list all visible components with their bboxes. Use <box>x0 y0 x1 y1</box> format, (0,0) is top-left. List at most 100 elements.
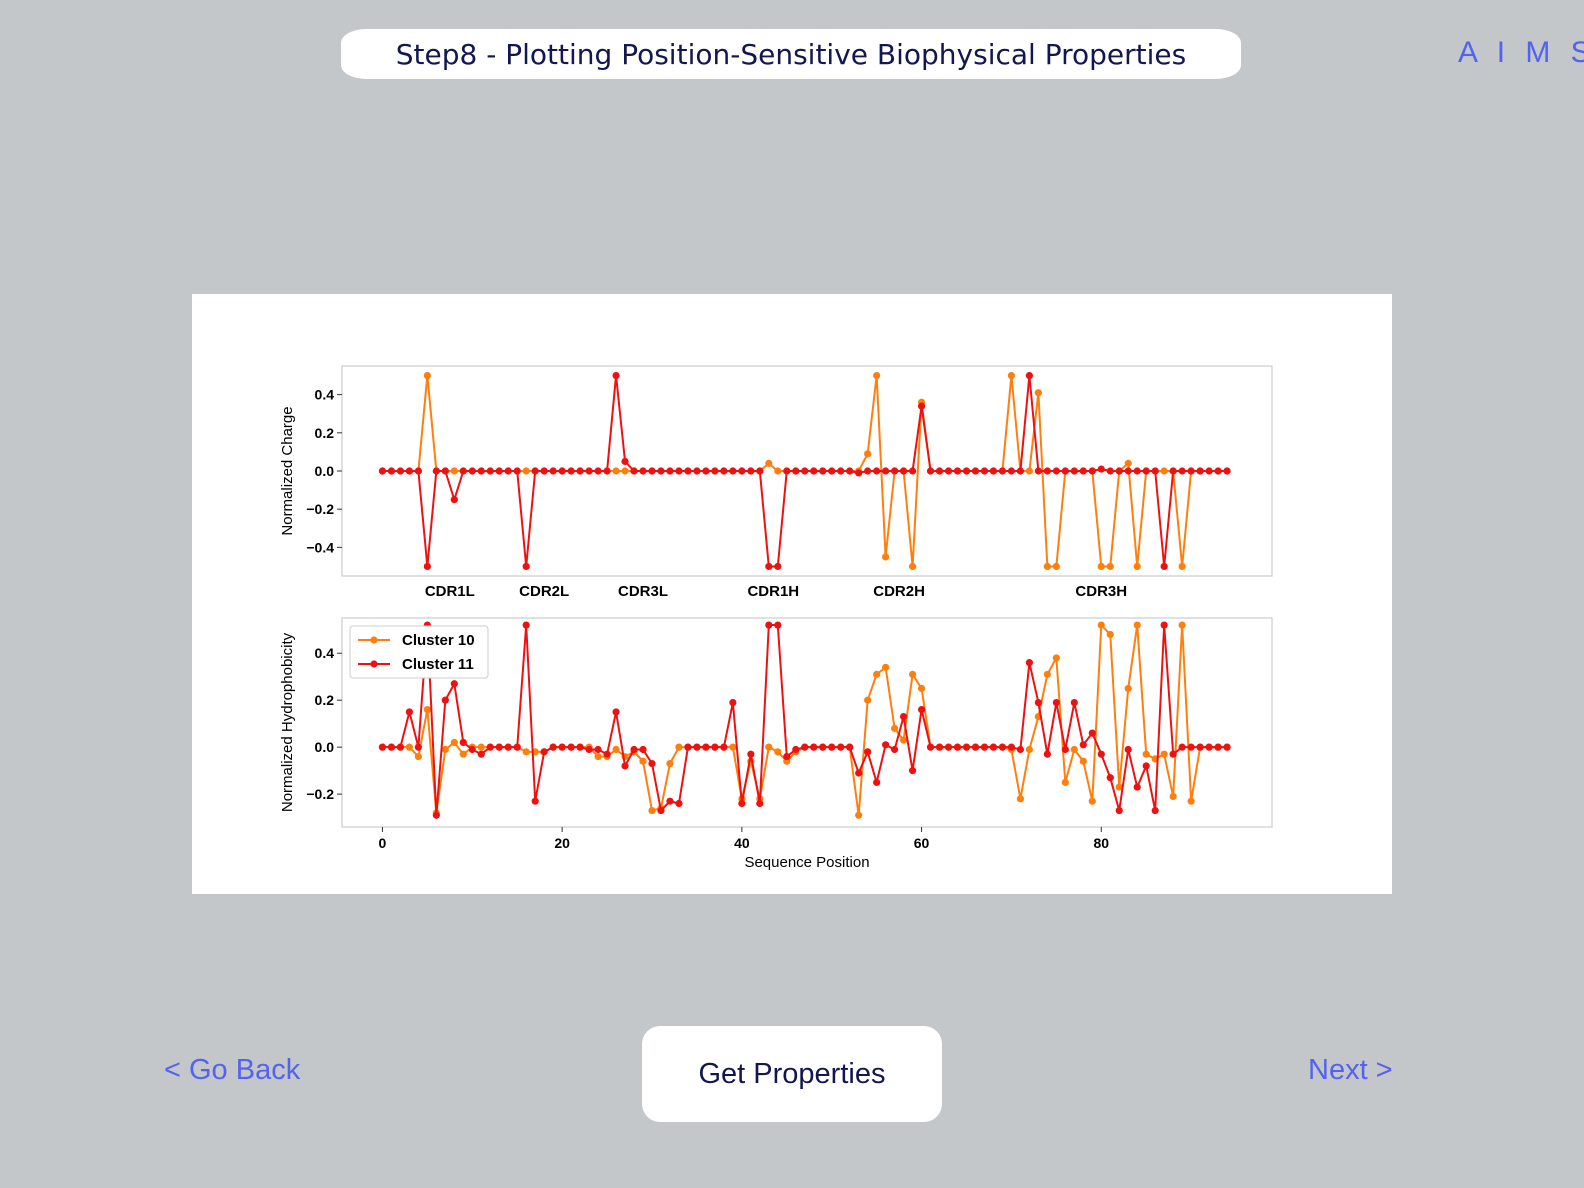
data-point <box>828 467 836 475</box>
data-point <box>953 743 962 751</box>
data-point <box>1097 465 1105 473</box>
data-point <box>1052 562 1060 571</box>
data-point <box>1178 467 1186 475</box>
plot-frame <box>341 617 1273 828</box>
x-tick-label: 40 <box>734 835 750 851</box>
series-cluster-10 <box>378 621 1231 819</box>
data-point <box>908 670 917 678</box>
data-point <box>953 467 962 475</box>
data-point <box>747 467 755 475</box>
data-point <box>989 743 998 751</box>
data-point <box>531 467 539 475</box>
data-point <box>1025 745 1033 754</box>
data-point <box>738 467 746 475</box>
data-point <box>864 450 872 458</box>
data-point <box>621 457 629 466</box>
data-point <box>1205 467 1213 475</box>
data-point <box>675 743 683 751</box>
data-point <box>855 469 863 477</box>
data-point <box>1025 467 1033 475</box>
data-point <box>630 467 638 475</box>
data-point <box>980 743 989 751</box>
data-point <box>657 806 665 815</box>
data-point <box>405 743 413 751</box>
data-point <box>1061 467 1069 475</box>
go-back-link[interactable]: < Go Back <box>164 1054 301 1086</box>
data-point <box>612 467 620 475</box>
data-point <box>1007 743 1016 751</box>
data-point <box>477 750 485 758</box>
data-point <box>612 708 620 716</box>
y-tick-label: 0.0 <box>315 463 335 479</box>
brand-logo[interactable]: A I M S <box>1458 36 1584 69</box>
data-point <box>522 467 530 475</box>
data-point <box>1106 630 1114 639</box>
legend-marker <box>370 660 378 668</box>
next-link[interactable]: Next > <box>1308 1054 1393 1086</box>
data-point <box>1043 750 1051 758</box>
data-point <box>783 752 791 761</box>
data-point <box>1088 797 1096 805</box>
data-point <box>1115 806 1123 815</box>
data-point <box>882 663 890 671</box>
data-point <box>801 467 809 475</box>
data-point <box>594 745 602 754</box>
data-point <box>1106 562 1114 571</box>
data-point <box>639 757 647 765</box>
series-cluster-11 <box>378 371 1231 571</box>
data-point <box>639 745 647 754</box>
data-point <box>864 467 872 475</box>
data-point <box>1124 467 1132 475</box>
data-point <box>935 467 944 475</box>
get-properties-button[interactable]: Get Properties <box>642 1026 942 1122</box>
data-point <box>522 748 530 756</box>
data-point <box>423 371 431 380</box>
data-point <box>549 467 557 475</box>
data-point <box>450 467 458 475</box>
y-tick-label: 0.4 <box>315 387 335 403</box>
data-point <box>630 745 638 754</box>
data-point <box>1043 670 1051 678</box>
data-point <box>855 769 863 777</box>
y-axis-label: Normalized Hydrophobicity <box>279 632 296 812</box>
data-point <box>1160 467 1168 475</box>
data-point <box>522 621 530 629</box>
data-point <box>1052 654 1060 662</box>
data-point <box>594 752 602 761</box>
data-point <box>648 759 656 768</box>
hydrophobicity-chart: −0.2 0.0 0.2 0.4 0 20 40 60 80 Normalized Hydroph… <box>279 617 1273 871</box>
data-point <box>711 467 719 475</box>
data-point <box>576 467 584 475</box>
legend-label: Cluster 10 <box>402 632 475 649</box>
data-point <box>594 467 602 475</box>
data-point <box>971 743 980 751</box>
data-point <box>711 743 719 751</box>
data-point <box>522 562 530 571</box>
data-point <box>917 705 926 714</box>
data-point <box>882 741 890 749</box>
data-point <box>1052 467 1060 475</box>
data-point <box>720 467 728 475</box>
data-point <box>423 705 431 714</box>
data-point <box>1016 795 1025 803</box>
data-point <box>882 553 890 561</box>
data-point <box>1133 467 1141 475</box>
data-point <box>558 467 566 475</box>
y-tick-label: −0.4 <box>306 539 334 555</box>
cdr-region-label: CDR2H <box>873 583 925 600</box>
data-point <box>450 680 458 688</box>
data-point <box>792 467 800 475</box>
y-tick-label: 0.2 <box>315 692 335 708</box>
data-point <box>423 562 431 571</box>
data-point <box>765 562 773 571</box>
data-point <box>882 467 890 475</box>
data-point <box>729 743 737 751</box>
data-point <box>1151 467 1159 475</box>
data-point <box>756 799 764 808</box>
data-point <box>1133 783 1141 791</box>
charge-chart: −0.4 −0.2 0.0 0.2 0.4 Normalized Charge CDR1L C… <box>279 365 1273 600</box>
data-point <box>1061 745 1069 754</box>
data-point <box>1097 562 1105 571</box>
data-point <box>531 797 539 805</box>
data-point <box>899 736 908 744</box>
